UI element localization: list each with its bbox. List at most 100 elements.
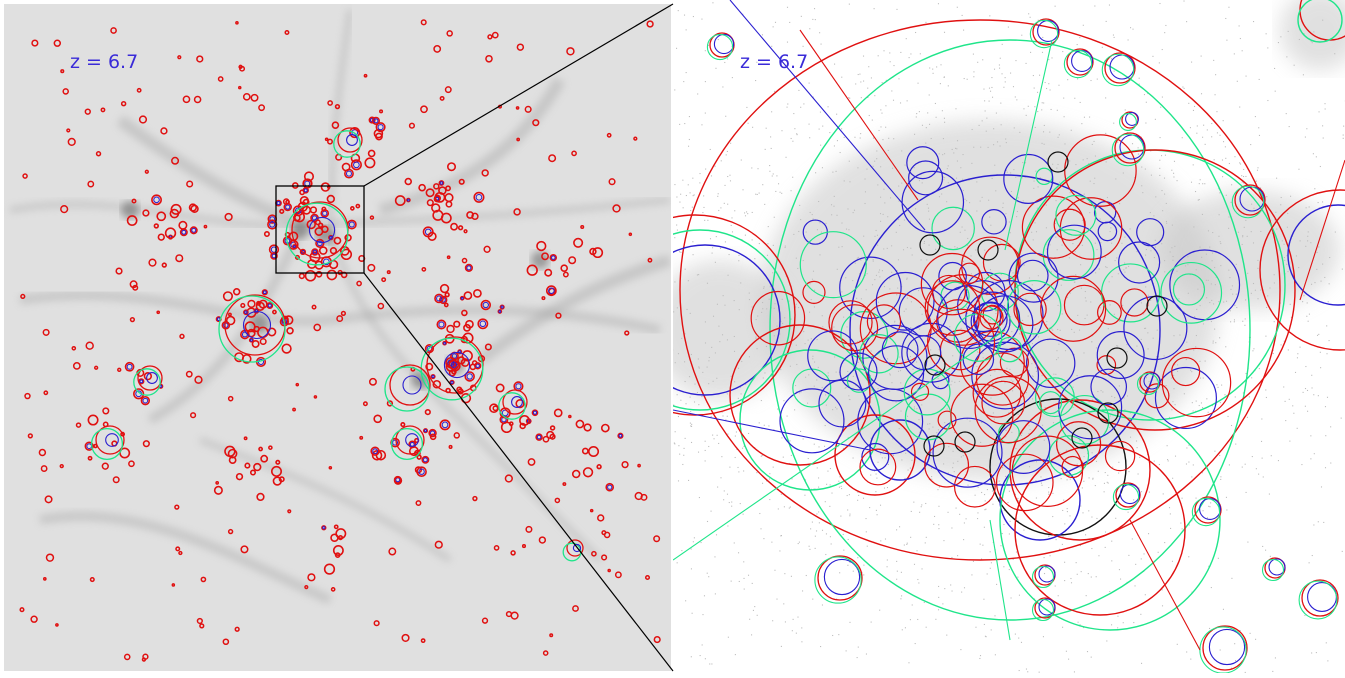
particle <box>1255 639 1256 640</box>
particle <box>927 204 928 205</box>
particle <box>1048 492 1049 493</box>
particle <box>1024 264 1025 265</box>
particle <box>880 109 881 110</box>
particle <box>776 175 777 176</box>
particle <box>894 321 895 322</box>
particle <box>1123 622 1124 623</box>
particle <box>1307 302 1308 303</box>
particle <box>1255 290 1256 291</box>
particle <box>769 171 770 172</box>
particle <box>960 167 961 168</box>
particle <box>929 423 930 424</box>
particle <box>860 133 861 134</box>
particle <box>1325 406 1326 407</box>
particle <box>876 230 877 231</box>
particle <box>727 525 728 526</box>
particle <box>725 116 726 117</box>
particle <box>889 430 890 431</box>
particle <box>943 138 944 139</box>
particle <box>1043 131 1044 132</box>
particle <box>994 419 995 420</box>
particle <box>1301 464 1302 465</box>
particle <box>800 219 801 220</box>
particle <box>925 22 926 23</box>
particle <box>1165 25 1166 26</box>
particle <box>802 590 803 591</box>
particle <box>889 52 890 53</box>
particle <box>812 599 813 600</box>
particle <box>828 372 829 373</box>
particle <box>1035 367 1036 368</box>
particle <box>771 542 772 543</box>
particle <box>1188 445 1189 446</box>
particle <box>815 548 816 549</box>
particle <box>748 123 749 124</box>
particle <box>843 317 844 318</box>
particle <box>1182 528 1183 529</box>
particle <box>831 543 832 544</box>
particle <box>1256 181 1257 182</box>
particle <box>1318 202 1319 203</box>
particle-density <box>1160 190 1340 310</box>
particle <box>1012 381 1013 382</box>
particle <box>1101 390 1102 391</box>
particle <box>1112 467 1113 468</box>
particle <box>853 212 854 213</box>
particle <box>861 298 862 299</box>
particle <box>773 26 774 27</box>
particle <box>1117 346 1118 347</box>
particle <box>742 448 743 449</box>
particle <box>678 10 679 11</box>
particle <box>792 141 793 142</box>
particle <box>1175 456 1176 457</box>
particle <box>994 615 995 616</box>
particle <box>857 258 858 259</box>
particle <box>905 627 906 628</box>
particle <box>814 444 815 445</box>
particle <box>738 552 739 553</box>
particle <box>931 476 932 477</box>
particle <box>1114 37 1115 38</box>
particle <box>1251 377 1252 378</box>
particle <box>863 498 864 499</box>
particle <box>1193 110 1194 111</box>
density-peak <box>291 221 309 239</box>
particle <box>947 168 948 169</box>
particle <box>938 429 939 430</box>
particle <box>921 404 922 405</box>
particle <box>1060 330 1061 331</box>
particle <box>1257 268 1258 269</box>
particle <box>1109 591 1110 592</box>
particle <box>1155 196 1156 197</box>
particle <box>898 371 899 372</box>
particle <box>860 81 861 82</box>
particle <box>1062 313 1063 314</box>
particle <box>1148 295 1149 296</box>
particle <box>918 290 919 291</box>
particle <box>1211 136 1212 137</box>
particle <box>1042 425 1043 426</box>
particle <box>1095 272 1096 273</box>
particle <box>1316 269 1317 270</box>
particle <box>1150 250 1151 251</box>
particle <box>938 378 939 379</box>
particle <box>781 130 782 131</box>
particle <box>819 222 820 223</box>
particle <box>893 455 894 456</box>
particle <box>982 59 983 60</box>
particle <box>963 455 964 456</box>
particle <box>796 258 797 259</box>
particle <box>1047 300 1048 301</box>
particle <box>1025 441 1026 442</box>
particle <box>1164 355 1165 356</box>
particle <box>724 305 725 306</box>
particle <box>1044 125 1045 126</box>
particle <box>1258 474 1259 475</box>
particle <box>985 500 986 501</box>
particle <box>1000 145 1001 146</box>
particle <box>705 113 706 114</box>
particle <box>1064 580 1065 581</box>
particle <box>1091 341 1092 342</box>
particle <box>1173 388 1174 389</box>
particle <box>877 235 878 236</box>
